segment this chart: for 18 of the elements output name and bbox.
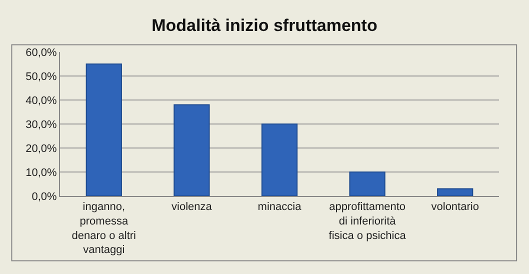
chart-title: Modalità inizio sfruttamento	[152, 16, 378, 36]
x-tick-label: minaccia	[258, 201, 302, 214]
y-tick-label: 20,0%	[26, 142, 58, 155]
y-tick-label: 60,0%	[26, 46, 58, 59]
y-tick-label: 40,0%	[26, 94, 58, 107]
y-tick-label: 30,0%	[26, 118, 58, 131]
x-tick-label: inganno, promessa denaro o altri vantaggi	[72, 201, 136, 256]
x-tick-label: volontario	[431, 201, 479, 214]
bar	[349, 172, 386, 196]
x-tick-label: violenza	[172, 201, 213, 214]
y-tick-label: 0,0%	[32, 190, 58, 203]
x-tick-label: approfittamento di inferiorità fisica o psichica	[328, 201, 407, 242]
bar	[437, 188, 474, 196]
bar	[261, 124, 298, 196]
y-tick-label: 50,0%	[26, 70, 58, 83]
y-tick-label: 10,0%	[26, 166, 58, 179]
bar	[174, 104, 210, 196]
bar	[86, 64, 122, 196]
